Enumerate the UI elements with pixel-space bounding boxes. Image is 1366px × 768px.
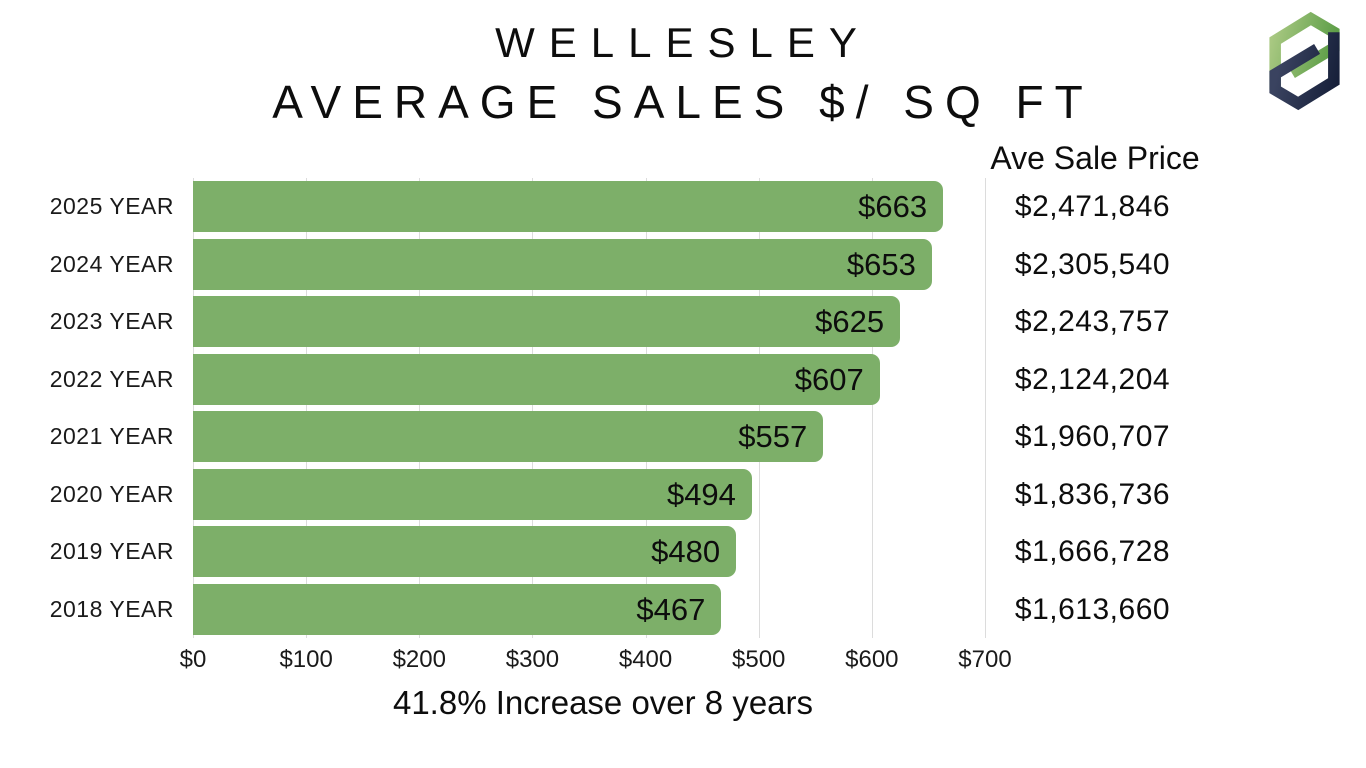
table-row: $625 [193, 293, 985, 351]
bar: $467 [193, 583, 722, 635]
bar-value-label: $653 [846, 246, 916, 282]
x-tick-label: $200 [392, 646, 446, 673]
bar-value-label: $557 [738, 419, 808, 454]
bar: $480 [193, 526, 737, 577]
ave-sale-price-value: $1,666,728 [1014, 535, 1171, 568]
increase-caption: 41.8% Increase over 8 years [392, 684, 814, 721]
table-row: $607 [193, 351, 985, 409]
gridline [871, 178, 873, 638]
gridline [645, 178, 647, 638]
ave-sale-price-value: $1,836,736 [1014, 477, 1171, 511]
x-tick-label: $100 [279, 646, 333, 673]
y-axis-category-label: 2019 YEAR [49, 538, 174, 564]
pd-logo [1257, 6, 1352, 116]
y-axis-category-label: 2018 YEAR [49, 595, 174, 622]
ave-sale-price-value: $2,124,204 [1014, 362, 1171, 396]
table-row: $480 [193, 523, 985, 581]
gridline [985, 178, 986, 638]
title-line-1: WELLESLEY [495, 19, 871, 66]
y-axis-category-label: 2020 YEAR [49, 480, 174, 507]
table-row: $494 [193, 466, 985, 524]
bar: $607 [193, 353, 880, 405]
gridline [419, 178, 421, 638]
gridline [193, 178, 194, 638]
y-axis-category-label: 2023 YEAR [49, 308, 174, 334]
bar: $653 [193, 238, 932, 290]
price-column-header: Ave Sale Price [990, 140, 1200, 176]
x-tick-label: $500 [732, 646, 786, 673]
ave-sale-price-value: $2,243,757 [1014, 305, 1171, 338]
bar-value-label: $625 [815, 304, 885, 339]
gridline [306, 178, 308, 638]
table-row: $663 [193, 178, 985, 236]
bar-value-label: $663 [858, 189, 928, 224]
bar-chart-plot: $663 $653 $625 $607 $557 $494 $480 $467 [193, 178, 986, 639]
bar-value-label: $494 [666, 476, 736, 512]
ave-sale-price-value: $2,305,540 [1014, 247, 1171, 281]
ave-sale-price-value: $2,471,846 [1014, 190, 1171, 223]
x-tick-label: $400 [618, 646, 673, 673]
y-axis-category-label: 2021 YEAR [49, 423, 174, 449]
x-tick-label: $700 [958, 646, 1012, 673]
table-row: $653 [193, 236, 985, 294]
y-axis-category-label: 2022 YEAR [49, 365, 174, 392]
gridline [758, 178, 760, 638]
pd-logo-icon [1269, 11, 1340, 111]
bar: $625 [193, 296, 901, 347]
chart-title: WELLESLEY AVERAGE SALES $/ SQ FT [0, 14, 1366, 132]
bar: $557 [193, 411, 824, 462]
bar-value-label: $467 [636, 591, 706, 627]
y-axis-category-label: 2024 YEAR [49, 250, 174, 277]
y-axis-labels: 2025 YEAR 2024 YEAR 2023 YEAR 2022 YEAR 2021… [0, 178, 180, 638]
x-tick-label: $300 [505, 646, 560, 673]
x-axis-labels: $0 $100 $200 $300 $400 $500 $600 $700 [180, 644, 1012, 676]
x-tick-label: $600 [845, 646, 899, 673]
table-row: $557 [193, 408, 985, 466]
table-row: $467 [193, 581, 985, 639]
x-tick-label: $0 [179, 646, 207, 673]
price-column-values: $2,471,846 $2,305,540 $2,243,757 $2,124,204… [970, 178, 1215, 638]
bar-value-label: $480 [651, 534, 721, 569]
y-axis-category-label: 2025 YEAR [49, 193, 174, 219]
bar-value-label: $607 [794, 361, 864, 397]
title-line-2: AVERAGE SALES $/ SQ FT [272, 76, 1094, 128]
ave-sale-price-value: $1,613,660 [1014, 592, 1171, 626]
ave-sale-price-value: $1,960,707 [1014, 420, 1171, 453]
bar: $494 [193, 468, 752, 520]
gridline [532, 178, 534, 638]
bar: $663 [193, 181, 944, 232]
